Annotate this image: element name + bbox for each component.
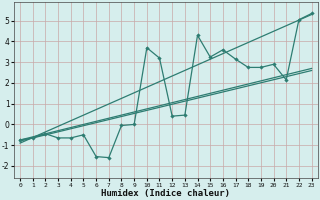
X-axis label: Humidex (Indice chaleur): Humidex (Indice chaleur): [101, 189, 230, 198]
